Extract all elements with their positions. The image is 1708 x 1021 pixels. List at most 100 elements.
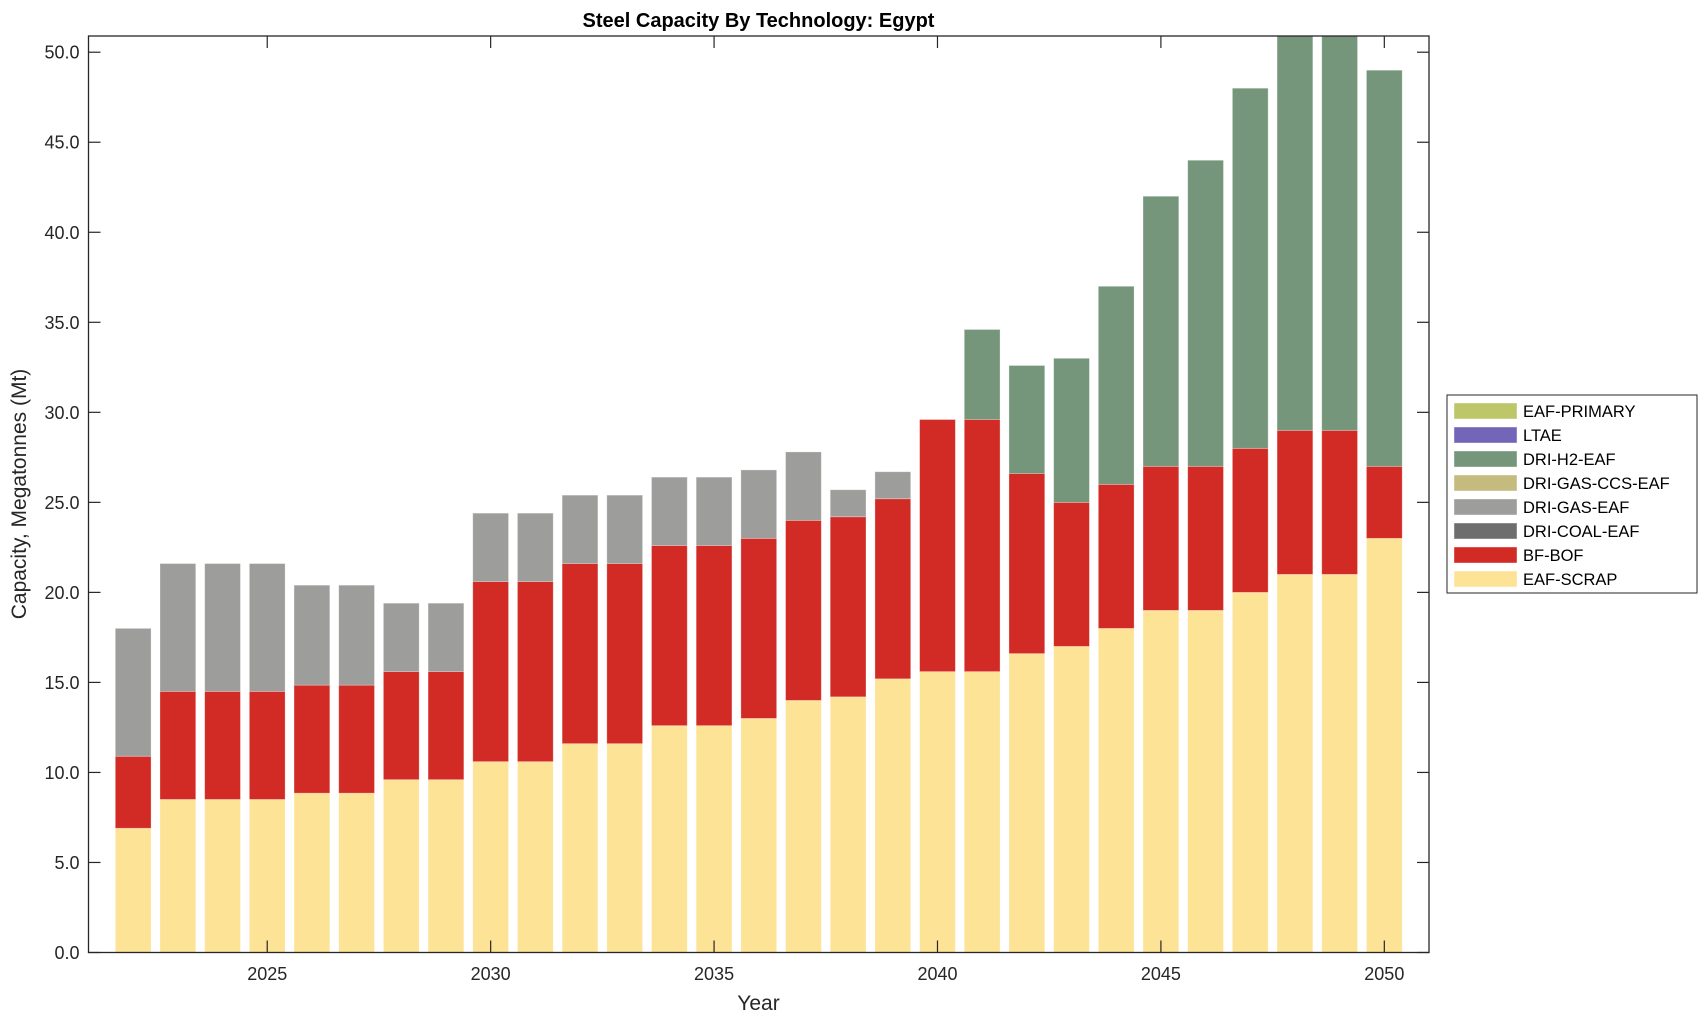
bar-segment-dri-gas-eaf-2038 [829, 489, 867, 518]
bar-segment-bf-bof-2041 [963, 419, 1001, 673]
y-tick-label: 0.0 [54, 943, 79, 963]
bar-segment-eaf-scrap-2037 [785, 700, 822, 953]
bar-segment-eaf-scrap-2039 [874, 678, 912, 953]
bar-segment-dri-gas-eaf-2022 [114, 627, 152, 757]
legend-swatch-dri-coal-eaf [1453, 522, 1518, 540]
x-axis-label: Year [737, 992, 779, 1015]
bar-segment-dri-h2-eaf-2046 [1187, 159, 1224, 467]
bar-segment-dri-h2-eaf-2044 [1097, 285, 1135, 485]
x-axis: 2025 2030 2035 2040 2045 2050 [247, 36, 1404, 984]
bar-segment-bf-bof-2025 [248, 691, 286, 800]
bar-segment-bf-bof-2031 [517, 581, 554, 763]
x-tick-label: 2045 [1141, 964, 1181, 984]
bar-segment-bf-bof-2043 [1053, 501, 1090, 647]
bar-segment-eaf-scrap-2033 [606, 743, 643, 953]
bars-group [114, 36, 1403, 953]
bar-segment-dri-gas-eaf-2028 [383, 602, 420, 673]
legend-label: LTAE [1523, 427, 1562, 445]
bar-segment-bf-bof-2028 [383, 671, 420, 781]
bar-segment-dri-gas-eaf-2030 [472, 512, 509, 582]
bar-segment-bf-bof-2044 [1097, 483, 1135, 629]
bar-segment-bf-bof-2046 [1187, 465, 1224, 611]
legend-label: EAF-PRIMARY [1523, 403, 1635, 421]
bar-segment-dri-h2-eaf-2050 [1366, 69, 1403, 467]
x-tick-label: 2035 [694, 964, 734, 984]
bar-segment-dri-gas-eaf-2031 [517, 512, 554, 582]
bar-segment-bf-bof-2035 [695, 545, 733, 727]
legend-swatch-eaf-scrap [1453, 570, 1518, 588]
bar-segment-dri-h2-eaf-2048 [1276, 36, 1314, 431]
bar-segment-dri-gas-eaf-2036 [740, 469, 778, 539]
bar-segment-dri-gas-eaf-2037 [785, 451, 822, 521]
bar-segment-dri-gas-eaf-2025 [248, 563, 286, 692]
bar-segment-dri-h2-eaf-2041 [963, 329, 1001, 420]
bar-segment-eaf-scrap-2045 [1142, 609, 1180, 953]
y-tick-label: 15.0 [44, 673, 79, 693]
bar-segment-bf-bof-2023 [159, 691, 197, 800]
bar-segment-bf-bof-2027 [338, 684, 375, 794]
bar-segment-eaf-scrap-2022 [114, 827, 152, 953]
bar-segment-eaf-scrap-2031 [517, 761, 554, 953]
legend-swatch-eaf-primary [1453, 402, 1518, 420]
legend-label: DRI-GAS-CCS-EAF [1523, 475, 1670, 493]
bar-segment-dri-h2-eaf-2043 [1053, 357, 1090, 503]
axes-box [87, 35, 1430, 954]
x-tick-label: 2030 [471, 964, 511, 984]
bar-segment-bf-bof-2045 [1142, 465, 1180, 611]
bar-segment-dri-h2-eaf-2047 [1231, 87, 1269, 449]
y-tick-label: 50.0 [44, 43, 79, 63]
bar-segment-bf-bof-2024 [204, 691, 241, 800]
bar-segment-eaf-scrap-2038 [829, 696, 867, 953]
bar-segment-dri-gas-eaf-2035 [695, 476, 733, 546]
bar-segment-dri-gas-eaf-2039 [874, 471, 912, 500]
bar-segment-bf-bof-2032 [561, 563, 599, 745]
legend-label: DRI-GAS-EAF [1523, 499, 1629, 517]
bar-segment-eaf-scrap-2034 [651, 725, 688, 953]
bar-segment-bf-bof-2029 [427, 671, 465, 781]
bar-segment-eaf-scrap-2024 [204, 799, 241, 953]
bar-segment-bf-bof-2042 [1008, 473, 1046, 655]
bar-segment-dri-h2-eaf-2049 [1321, 36, 1358, 431]
bar-segment-eaf-scrap-2041 [963, 671, 1001, 953]
bar-segment-eaf-scrap-2030 [472, 761, 509, 953]
legend-swatch-ltae [1453, 426, 1518, 444]
bar-segment-dri-gas-eaf-2026 [293, 584, 331, 686]
legend-label: DRI-H2-EAF [1523, 451, 1616, 469]
bar-segment-bf-bof-2030 [472, 581, 509, 763]
bar-segment-dri-gas-eaf-2024 [204, 563, 241, 692]
bar-segment-eaf-scrap-2047 [1231, 591, 1269, 953]
bar-segment-dri-gas-eaf-2033 [606, 494, 643, 564]
y-tick-label: 25.0 [44, 493, 79, 513]
y-tick-label: 40.0 [44, 223, 79, 243]
bar-segment-dri-gas-eaf-2027 [338, 584, 375, 686]
bar-segment-eaf-scrap-2050 [1366, 537, 1403, 953]
legend-label: DRI-COAL-EAF [1523, 523, 1639, 541]
bar-segment-bf-bof-2034 [651, 545, 688, 727]
bar-segment-eaf-scrap-2049 [1321, 573, 1358, 953]
bar-segment-eaf-scrap-2025 [248, 799, 286, 953]
chart-title: Steel Capacity By Technology: Egypt [583, 10, 935, 32]
bar-segment-bf-bof-2036 [740, 537, 778, 719]
bar-segment-dri-gas-eaf-2029 [427, 602, 465, 673]
bar-segment-eaf-scrap-2036 [740, 718, 778, 953]
bar-segment-eaf-scrap-2042 [1008, 653, 1046, 953]
legend-label: BF-BOF [1523, 547, 1584, 565]
bar-segment-dri-gas-eaf-2034 [651, 476, 688, 546]
y-tick-label: 20.0 [44, 583, 79, 603]
y-tick-label: 10.0 [44, 763, 79, 783]
bar-segment-bf-bof-2040 [919, 419, 956, 673]
y-tick-label: 35.0 [44, 313, 79, 333]
y-tick-label: 5.0 [54, 853, 79, 873]
bar-segment-eaf-scrap-2026 [293, 792, 331, 953]
y-tick-label: 45.0 [44, 133, 79, 153]
y-axis-label: Capacity, Megatonnes (Mt) [8, 369, 31, 620]
legend-swatch-dri-gas-ccs-eaf [1453, 474, 1518, 492]
bar-segment-eaf-scrap-2032 [561, 743, 599, 953]
bar-segment-eaf-scrap-2027 [338, 792, 375, 953]
legend-label: EAF-SCRAP [1523, 571, 1617, 589]
bar-segment-bf-bof-2047 [1231, 447, 1269, 593]
bar-segment-dri-gas-eaf-2023 [159, 563, 197, 692]
bar-segment-eaf-scrap-2043 [1053, 646, 1090, 953]
legend-swatch-dri-gas-eaf [1453, 498, 1518, 516]
